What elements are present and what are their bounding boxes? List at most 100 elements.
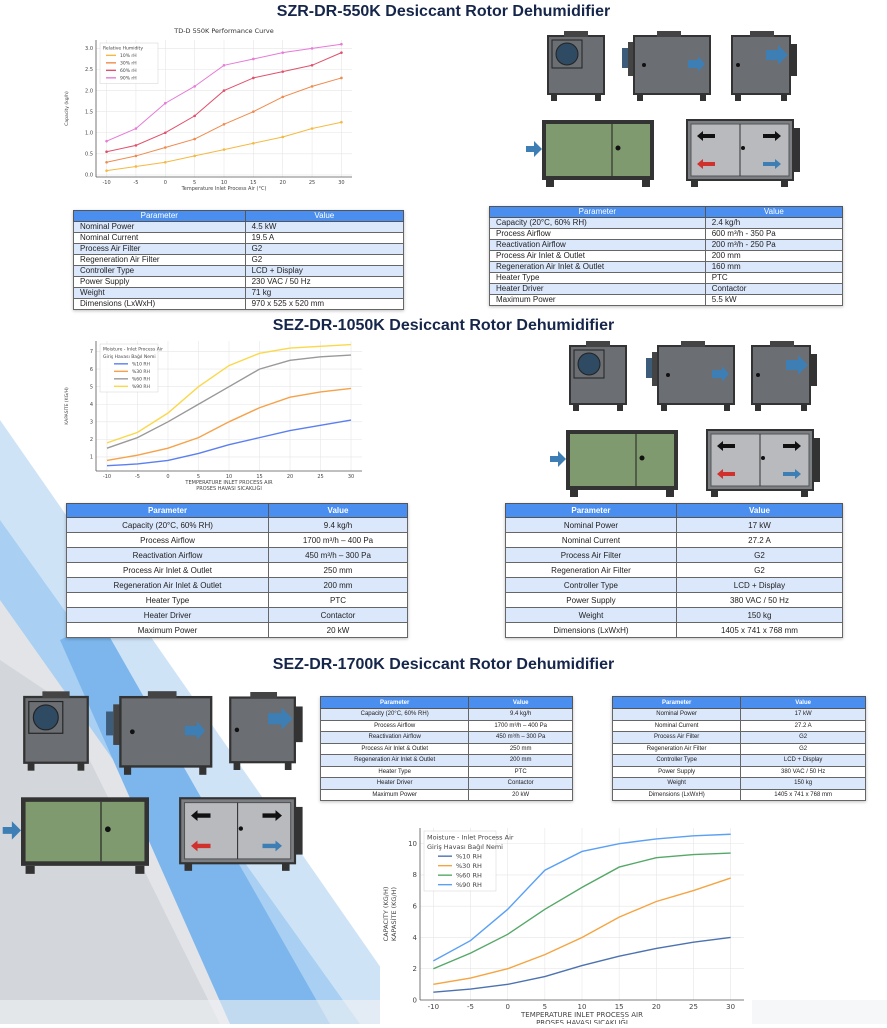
parameter-cell: Process Airflow: [319, 719, 470, 732]
x-tick-label: 20: [287, 474, 293, 480]
value-cell: 600 m³/h - 350 Pa: [704, 228, 844, 240]
data-point: [281, 70, 285, 73]
table-row: Capacity (20°C, 60% RH) 2.4 kg/h: [489, 217, 844, 229]
table-row: Controller Type LCD + Display: [73, 265, 405, 277]
value-cell: G2: [244, 254, 405, 266]
x-tick-label: 5: [197, 474, 200, 480]
table-header-row: Parameter Value: [489, 206, 844, 218]
legend-label: %10 RH: [132, 362, 150, 368]
series-line: [106, 387, 352, 462]
data-point: [163, 160, 167, 164]
value-cell: 2.4 kg/h: [704, 217, 844, 229]
parameter-cell: Nominal Current: [505, 532, 677, 548]
value-cell: 250 mm: [268, 562, 408, 578]
value-cell: Contactor: [704, 283, 844, 295]
data-point: [134, 144, 138, 147]
parameter-cell: Maximum Power: [489, 294, 706, 306]
y-tick-label: 3: [90, 419, 93, 425]
column-header: Parameter: [73, 210, 246, 222]
table-header-row: Parameter Value: [73, 210, 405, 222]
spec-table: Parameter Value Capacity (20°C, 60% RH) 9.4…: [65, 503, 408, 638]
data-point: [281, 51, 285, 54]
chart-svg: 0 2 4 6 8 10 -10 -5 0 5 10 15 20 25 30 TEMPERATURE INLE…: [382, 828, 744, 1027]
y-tick-label: 0.5: [85, 151, 93, 157]
data-point: [252, 110, 255, 113]
x-tick-label: 25: [317, 474, 323, 480]
chart-svg: 1 2 3 4 5 6 7 -10 -5 0 5 10 15 20 25 30 TEMPERATURE INLE…: [63, 341, 362, 492]
parameter-cell: Reactivation Airflow: [65, 547, 270, 563]
y-tick-label: 4: [90, 402, 93, 408]
x-tick-label: 30: [338, 180, 344, 186]
unit-back-view: [750, 340, 820, 412]
y-tick-label: 10: [408, 840, 417, 848]
value-cell: 27.2 A: [740, 719, 866, 732]
unit-front-view: [22, 690, 90, 772]
value-cell: 450 m³/h – 300 Pa: [468, 731, 573, 744]
table-row: Nominal Power 17 kW: [611, 708, 866, 721]
x-tick-label: 0: [166, 474, 169, 480]
x-tick-label: 0: [505, 1003, 509, 1011]
y-tick-label: 1: [90, 455, 93, 461]
x-tick-label: 15: [615, 1003, 624, 1011]
y-tick-label: 8: [413, 871, 417, 879]
y-tick-label: 2: [413, 965, 417, 973]
y-tick-label: 2.5: [85, 67, 93, 73]
table-row: Dimensions (LxWxH) 1405 x 741 x 768 mm: [505, 622, 844, 638]
value-cell: G2: [675, 562, 844, 578]
unit-front-view: [546, 30, 606, 102]
parameter-cell: Nominal Power: [73, 221, 246, 233]
value-cell: 970 x 525 x 520 mm: [244, 298, 405, 310]
table-row: Heater Type PTC: [65, 592, 408, 608]
x-axis-label: PROSES HAVASI SICAKLIĞI: [196, 485, 262, 492]
chart-svg: TD-D 550K Performance Curve 0.0 0.5 1.0 1.5 2…: [64, 27, 352, 192]
column-header: Value: [268, 503, 408, 518]
table-header-row: Parameter Value: [65, 503, 408, 518]
y-tick-label: 1.0: [85, 130, 93, 136]
value-cell: 1405 x 741 x 768 mm: [740, 788, 866, 801]
value-cell: 230 VAC / 50 Hz: [244, 276, 405, 288]
x-tick-label: 10: [226, 474, 232, 480]
table-row: Nominal Power 4.5 kW: [73, 221, 405, 233]
chart-title: TD-D 550K Performance Curve: [173, 27, 274, 35]
value-cell: G2: [740, 742, 866, 755]
data-point: [193, 154, 196, 158]
x-axis-label: TEMPERATURE INLET PROCESS AIR: [184, 480, 273, 486]
table-row: Power Supply 380 VAC / 50 Hz: [611, 765, 866, 778]
table-row: Heater Driver Contactor: [65, 607, 408, 623]
table-header-row: Parameter Value: [319, 696, 573, 709]
table-row: Process Airflow 600 m³/h - 350 Pa: [489, 228, 844, 240]
data-point: [105, 160, 108, 164]
value-cell: 17 kW: [675, 517, 844, 533]
data-point: [193, 85, 196, 88]
table-row: Controller Type LCD + Display: [505, 577, 844, 593]
series-line: [106, 343, 352, 444]
data-point: [222, 63, 226, 67]
series-line: [433, 936, 731, 993]
data-point: [134, 154, 138, 158]
y-tick-label: 1.5: [85, 109, 93, 115]
unit-inside-green-view: [2, 795, 152, 875]
data-point: [252, 141, 255, 145]
unit-airflow-view: [178, 795, 308, 873]
section-title: SZR-DR-550K Desiccant Rotor Dehumidifier: [276, 3, 611, 20]
spec-table: Parameter Value Nominal Power 17 kW Nominal …: [505, 503, 844, 638]
x-tick-label: 25: [689, 1003, 698, 1011]
data-point: [252, 76, 255, 80]
y-tick-label: 6: [413, 903, 418, 911]
table-row: Reactivation Airflow 200 m³/h - 250 Pa: [489, 239, 844, 251]
x-tick-label: 15: [250, 180, 256, 186]
parameter-cell: Dimensions (LxWxH): [505, 622, 677, 638]
value-cell: 27.2 A: [675, 532, 844, 548]
parameter-cell: Regeneration Air Filter: [611, 742, 742, 755]
table-row: Process Airflow 1700 m³/h – 400 Pa: [319, 719, 573, 732]
performance-chart-1050k: 1 2 3 4 5 6 7 -10 -5 0 5 10 15 20 25 30 TEMPERATURE INLE…: [60, 333, 370, 495]
value-cell: 20 kW: [468, 788, 573, 801]
series-line: [106, 354, 352, 449]
parameter-cell: Heater Driver: [489, 283, 706, 295]
table-row: Regeneration Air Filter G2: [505, 562, 844, 578]
parameter-cell: Regeneration Air Inlet & Outlet: [319, 754, 470, 767]
table-row: Capacity (20°C, 60% RH) 9.4 kg/h: [319, 708, 573, 721]
series-line: [433, 833, 731, 962]
parameter-cell: Capacity (20°C, 60% RH): [319, 708, 470, 721]
y-tick-label: 7: [90, 349, 93, 355]
